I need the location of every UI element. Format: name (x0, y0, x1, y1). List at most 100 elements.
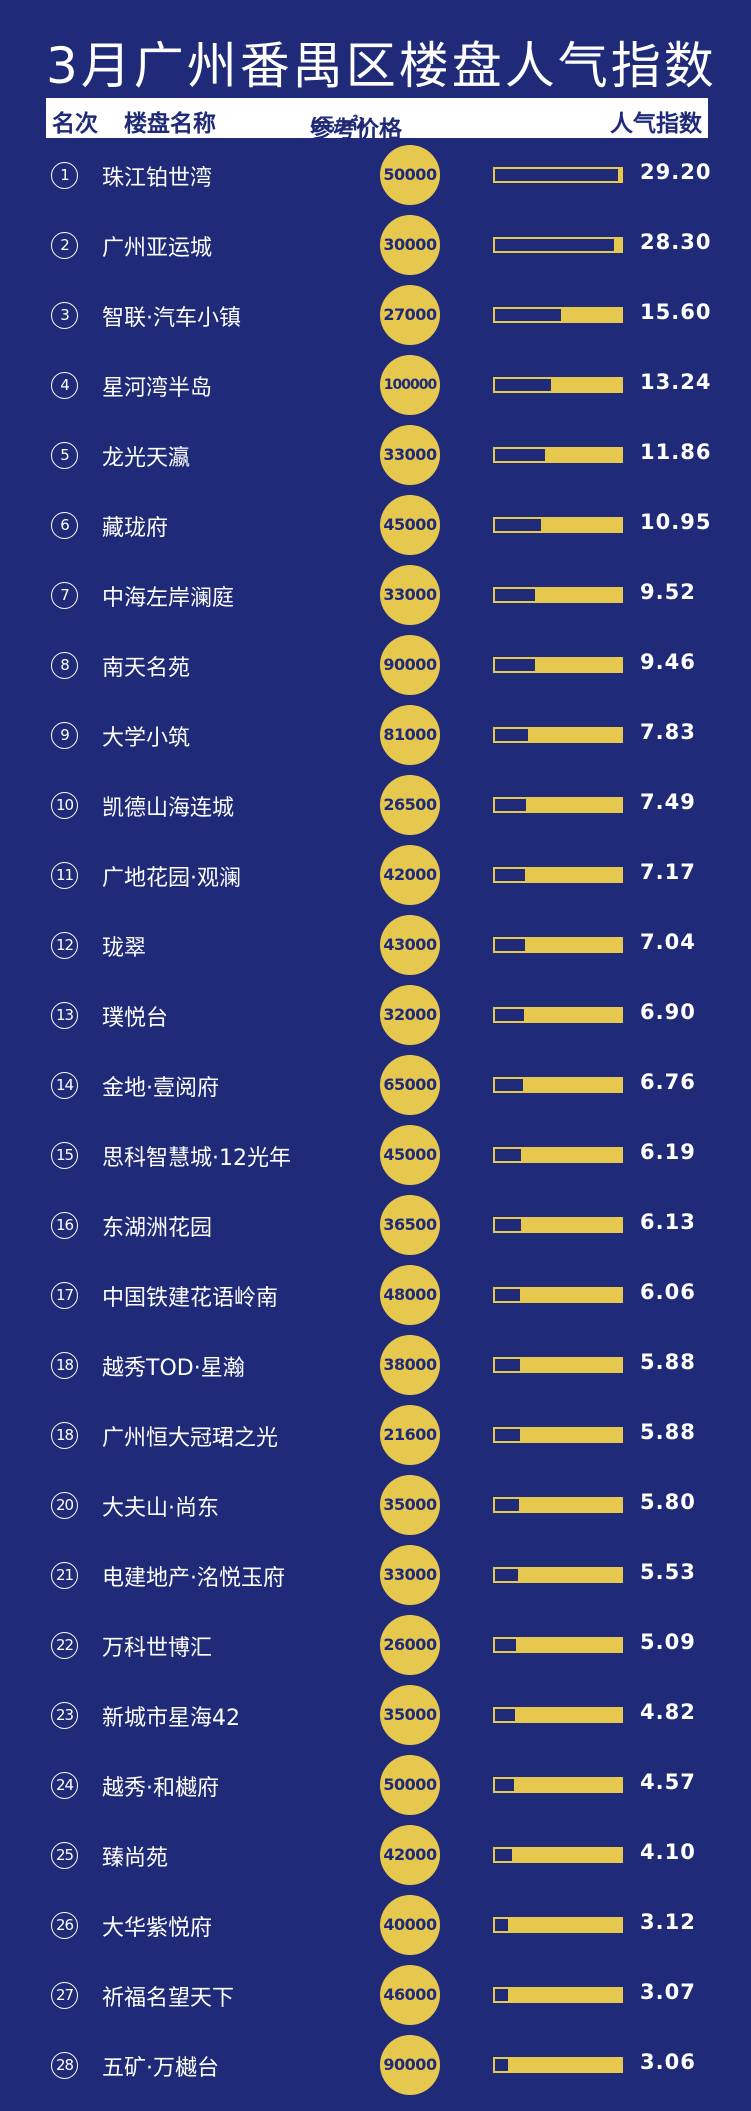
rank-badge: 20 (51, 1492, 78, 1519)
index-value: 7.04 (640, 930, 696, 954)
table-row: 2 广州亚运城 30000 28.30 (0, 210, 751, 280)
index-value: 11.86 (640, 440, 712, 464)
price-badge: 48000 (380, 1265, 440, 1325)
index-bar (493, 587, 623, 603)
price-badge: 33000 (380, 565, 440, 625)
index-value: 29.20 (640, 160, 712, 184)
rank-badge: 27 (51, 1982, 78, 2009)
index-value: 6.76 (640, 1070, 696, 1094)
table-row: 18 越秀TOD·星瀚 38000 5.88 (0, 1330, 751, 1400)
table-row: 24 越秀·和樾府 50000 4.57 (0, 1750, 751, 1820)
property-name: 大学小筑 (102, 726, 191, 751)
table-row: 18 广州恒大冠珺之光 21600 5.88 (0, 1400, 751, 1470)
index-value: 7.83 (640, 720, 696, 744)
table-row: 7 中海左岸澜庭 33000 9.52 (0, 560, 751, 630)
price-badge: 50000 (380, 1755, 440, 1815)
index-bar-fill (495, 869, 525, 881)
page-title: 3月广州番禺区楼盘人气指数 (46, 37, 717, 95)
property-name: 南天名苑 (102, 656, 191, 681)
index-bar (493, 1567, 623, 1583)
property-name: 星河湾半岛 (102, 376, 213, 401)
table-row: 14 金地·壹阅府 65000 6.76 (0, 1050, 751, 1120)
index-bar-fill (495, 1989, 508, 2001)
index-value: 7.49 (640, 790, 696, 814)
property-name: 电建地产·洺悦玉府 (102, 1566, 285, 1591)
property-name: 金地·壹阅府 (102, 1076, 219, 1101)
index-bar-fill (495, 309, 561, 321)
index-value: 4.57 (640, 1770, 696, 1794)
property-name: 新城市星海42 (102, 1706, 240, 1731)
price-badge: 27000 (380, 285, 440, 345)
rank-badge: 16 (51, 1212, 78, 1239)
index-value: 28.30 (640, 230, 712, 254)
index-value: 3.12 (640, 1910, 696, 1934)
index-bar (493, 237, 623, 253)
table-row: 5 龙光天瀛 33000 11.86 (0, 420, 751, 490)
index-bar (493, 797, 623, 813)
header-rank: 名次 (52, 111, 98, 137)
property-name: 珠江铂世湾 (102, 166, 213, 191)
rank-badge: 18 (51, 1422, 78, 1449)
property-name: 思科智慧城·12光年 (102, 1146, 291, 1171)
index-value: 15.60 (640, 300, 712, 324)
property-name: 大夫山·尚东 (102, 1496, 219, 1521)
rank-badge: 24 (51, 1772, 78, 1799)
index-bar-fill (495, 659, 535, 671)
price-badge: 42000 (380, 845, 440, 905)
index-bar (493, 867, 623, 883)
index-bar (493, 1917, 623, 1933)
price-badge: 50000 (380, 145, 440, 205)
property-name: 大华紫悦府 (102, 1916, 213, 1941)
index-bar-fill (495, 2059, 508, 2071)
table-row: 28 五矿·万樾台 90000 3.06 (0, 2030, 751, 2100)
rank-badge: 6 (51, 512, 78, 539)
index-bar-fill (495, 1919, 508, 1931)
index-value: 7.17 (640, 860, 696, 884)
index-value: 5.80 (640, 1490, 696, 1514)
table-row: 26 大华紫悦府 40000 3.12 (0, 1890, 751, 1960)
index-bar-fill (495, 1779, 514, 1791)
table-row: 23 新城市星海42 35000 4.82 (0, 1680, 751, 1750)
index-value: 6.06 (640, 1280, 696, 1304)
table-row: 25 臻尚苑 42000 4.10 (0, 1820, 751, 1890)
rank-badge: 22 (51, 1632, 78, 1659)
price-badge: 21600 (380, 1405, 440, 1465)
property-name: 五矿·万樾台 (102, 2056, 219, 2081)
index-value: 6.13 (640, 1210, 696, 1234)
rank-badge: 1 (51, 162, 78, 189)
index-value: 6.19 (640, 1140, 696, 1164)
index-bar-fill (495, 1849, 512, 1861)
ranking-table: 1 珠江铂世湾 50000 29.20 2 广州亚运城 30000 28.30 3 智联·汽车小镇… (0, 140, 751, 2100)
index-value: 5.09 (640, 1630, 696, 1654)
index-bar-fill (495, 379, 551, 391)
property-name: 龙光天瀛 (102, 446, 191, 471)
price-badge: 81000 (380, 705, 440, 765)
index-bar (493, 1287, 623, 1303)
index-bar (493, 1707, 623, 1723)
index-value: 4.82 (640, 1700, 696, 1724)
table-row: 10 凯德山海连城 26500 7.49 (0, 770, 751, 840)
price-badge: 42000 (380, 1825, 440, 1885)
property-name: 广州恒大冠珺之光 (102, 1426, 279, 1451)
rank-badge: 26 (51, 1912, 78, 1939)
price-badge: 30000 (380, 215, 440, 275)
table-header: 名次 楼盘名称 参考价格 (元/㎡) 人气指数 (46, 98, 708, 143)
index-value: 9.52 (640, 580, 696, 604)
index-bar-fill (495, 1149, 521, 1161)
index-bar (493, 657, 623, 673)
price-badge: 90000 (380, 2035, 440, 2095)
property-name: 珑翠 (102, 936, 147, 961)
rank-badge: 8 (51, 652, 78, 679)
rank-badge: 3 (51, 302, 78, 329)
property-name: 臻尚苑 (102, 1846, 169, 1871)
price-badge: 38000 (380, 1335, 440, 1395)
index-bar-fill (495, 1429, 520, 1441)
index-bar-fill (495, 1569, 518, 1581)
rank-badge: 2 (51, 232, 78, 259)
price-badge: 45000 (380, 1125, 440, 1185)
index-bar (493, 1147, 623, 1163)
rank-badge: 17 (51, 1282, 78, 1309)
property-name: 智联·汽车小镇 (102, 306, 241, 331)
table-row: 1 珠江铂世湾 50000 29.20 (0, 140, 751, 210)
index-bar (493, 1777, 623, 1793)
